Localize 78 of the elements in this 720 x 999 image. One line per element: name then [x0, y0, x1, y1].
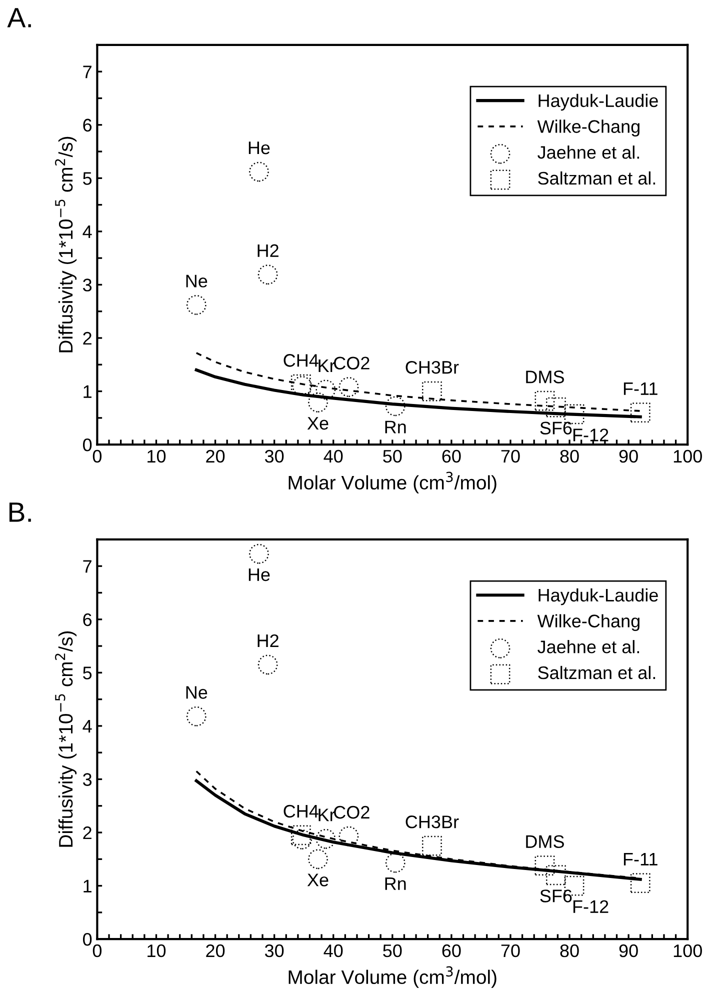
x-tick-label: 40 [324, 944, 343, 958]
annotation: DMS [526, 835, 564, 848]
legend-label: Hayduk-Laudie [538, 588, 658, 606]
y-tick-label: 2 [83, 826, 92, 840]
y-tick-label: 7 [83, 66, 92, 78]
annotation: He [248, 568, 270, 582]
y-tick-label: 1 [84, 385, 92, 398]
annotation: DMS [526, 370, 564, 384]
legend-label: Jaehne et al. [538, 640, 640, 654]
annotation: H2 [258, 244, 278, 257]
y-tick-label: 3 [82, 773, 92, 786]
annotation: F-12 [573, 428, 608, 442]
x-axis-title: Molar Volume (cm$^{3}$/mol) [288, 472, 496, 494]
annotation: CO2 [334, 356, 370, 370]
y-tick-label: 6 [83, 118, 92, 132]
y-tick-label: 0 [83, 932, 92, 946]
y-tick-label: 6 [83, 613, 92, 626]
y-tick-label: 5 [83, 172, 92, 185]
x-tick-label: 20 [206, 450, 225, 463]
annotation: H2 [258, 634, 278, 647]
x-tick-label: 100 [674, 944, 702, 958]
y-tick-label: 4 [82, 720, 92, 732]
y-axis-title: Diffusivity (1*10$^{−5}$ cm$^{2}$/s) [54, 631, 77, 847]
y-tick-label: 1 [84, 880, 92, 892]
y-tick-label: 4 [82, 226, 92, 238]
y-tick-label: 7 [83, 560, 92, 573]
y-tick-label: 3 [82, 278, 92, 292]
annotation: Ne [186, 686, 208, 699]
chart-title: B. [9, 502, 31, 522]
legend-label: Saltzman et al. [538, 171, 656, 185]
x-tick-label: 30 [264, 944, 284, 958]
legend-label: Wilke-Chang [537, 120, 640, 137]
annotation: CH3Br [406, 816, 459, 828]
annotation: F-12 [573, 900, 608, 913]
annotation: F-11 [624, 852, 658, 866]
x-tick-label: 40 [324, 450, 343, 463]
x-axis-title: Molar Volume (cm$^{3}$/mol) [288, 966, 496, 988]
annotation: Ne [186, 274, 208, 288]
annotation: CH4 [284, 804, 318, 818]
annotation: Rn [385, 420, 406, 434]
y-tick-label: 2 [83, 332, 92, 345]
x-tick-label: 0 [92, 450, 102, 463]
annotation: SF6 [540, 890, 572, 902]
legend-label: Wilke-Chang [537, 614, 640, 632]
x-tick-label: 50 [383, 944, 402, 958]
annotation: He [248, 142, 270, 154]
annotation: Xe [307, 417, 328, 430]
x-tick-label: 80 [560, 944, 579, 958]
x-tick-label: 90 [619, 450, 638, 463]
x-tick-label: 20 [206, 944, 225, 958]
y-axis-title: Diffusivity (1*10$^{−5}$ cm$^{2}$/s) [54, 136, 77, 352]
y-tick-label: 0 [83, 438, 92, 452]
chart-title: A. [7, 8, 31, 28]
x-tick-label: 30 [264, 450, 284, 463]
x-tick-label: 100 [674, 450, 702, 463]
x-tick-label: 90 [619, 944, 638, 958]
legend-label: Hayduk-Laudie [538, 94, 658, 111]
annotation: Kr [318, 808, 336, 822]
annotation: Xe [307, 874, 328, 886]
legend-label: Saltzman et al. [538, 666, 656, 680]
x-tick-label: 80 [560, 450, 579, 463]
x-tick-label: 10 [148, 944, 166, 958]
annotation: CH4 [284, 354, 318, 367]
x-tick-label: 70 [501, 450, 520, 463]
annotation: Kr [318, 360, 336, 372]
x-tick-label: 50 [383, 450, 402, 463]
annotation: Rn [385, 877, 406, 890]
x-tick-label: 10 [148, 450, 166, 463]
x-tick-label: 70 [501, 944, 520, 958]
annotation: CH3Br [406, 360, 459, 374]
annotation: CO2 [334, 806, 370, 819]
legend-label: Jaehne et al. [538, 146, 640, 159]
annotation: F-11 [624, 382, 658, 395]
annotation: SF6 [540, 422, 572, 434]
x-tick-label: 0 [92, 944, 102, 958]
x-tick-label: 60 [442, 450, 461, 463]
y-tick-label: 5 [83, 666, 92, 680]
x-tick-label: 60 [442, 944, 461, 958]
